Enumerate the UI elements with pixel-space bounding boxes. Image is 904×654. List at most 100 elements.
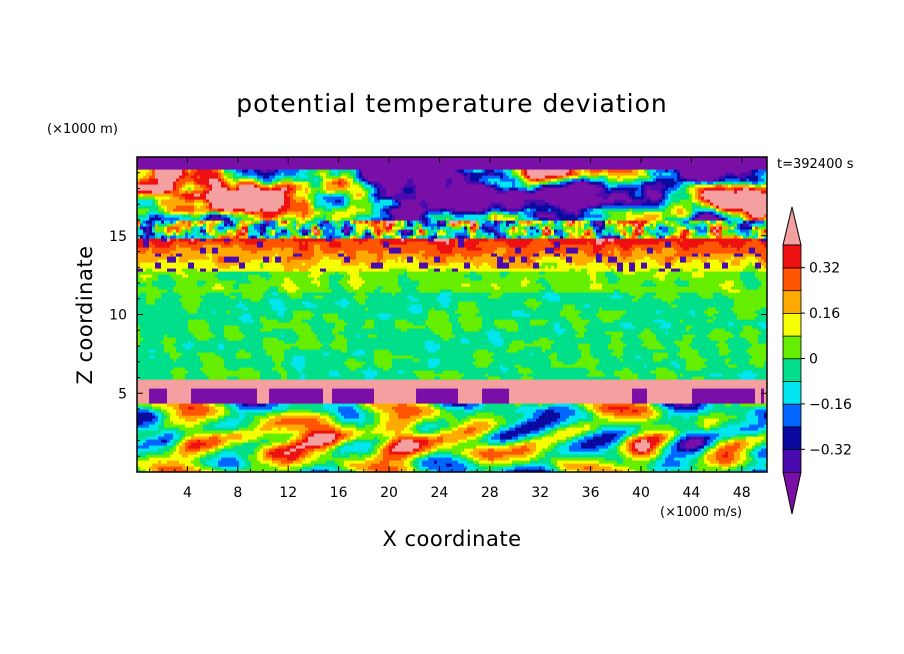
contour-cell [338, 253, 345, 257]
contour-cell [641, 265, 648, 269]
contour-cell [689, 463, 696, 467]
contour-cell [548, 208, 552, 212]
contour-cell [644, 256, 651, 260]
contour-cell [215, 235, 219, 239]
contour-cell [632, 436, 639, 440]
contour-cell [683, 184, 690, 188]
contour-cell [368, 250, 384, 254]
contour-cell [689, 229, 696, 233]
contour-cell [173, 358, 177, 362]
contour-cell [533, 187, 537, 191]
contour-cell [635, 442, 651, 446]
contour-cell [632, 454, 651, 458]
contour-cell [695, 184, 714, 188]
contour-cell [590, 181, 603, 185]
contour-cell [185, 175, 192, 179]
contour-cell [212, 238, 225, 242]
contour-cell [242, 319, 255, 323]
contour-cell [272, 367, 285, 371]
contour-cell [617, 247, 624, 251]
contour-cell [668, 301, 672, 305]
contour-cell [356, 211, 372, 215]
contour-cell [386, 229, 390, 233]
contour-cell [680, 349, 699, 353]
contour-cell [587, 235, 591, 239]
contour-cell [395, 445, 420, 449]
contour-cell [734, 235, 738, 239]
contour-cell [719, 460, 732, 464]
contour-cell [458, 238, 465, 242]
contour-cell [155, 223, 159, 227]
contour-cell [668, 271, 693, 275]
contour-cell [338, 271, 348, 275]
contour-cell [431, 454, 453, 458]
contour-cell [395, 214, 420, 218]
contour-cell [140, 220, 144, 224]
contour-cell [263, 175, 270, 179]
contour-cell [413, 178, 447, 182]
contour-cell [482, 388, 510, 392]
contour-cell [740, 421, 759, 425]
contour-cell [200, 445, 213, 449]
contour-cell [506, 250, 516, 254]
contour-cell [386, 226, 393, 230]
contour-cell [260, 232, 264, 236]
contour-cell [362, 454, 372, 458]
contour-cell [239, 421, 252, 425]
contour-cell [506, 421, 516, 425]
contour-cell [218, 409, 225, 413]
contour-cell [137, 346, 165, 350]
contour-cell [458, 244, 465, 248]
contour-cell [527, 235, 540, 239]
contour-cell [179, 244, 204, 248]
contour-cell [179, 175, 186, 179]
contour-cell [344, 229, 348, 233]
contour-cell [347, 337, 444, 341]
contour-cell [218, 445, 225, 449]
contour-cell [302, 211, 309, 215]
contour-cell [686, 208, 693, 212]
contour-cell [596, 238, 606, 242]
contour-cell [374, 220, 381, 224]
contour-cell [725, 442, 735, 446]
contour-cell [176, 184, 183, 188]
contour-cell [755, 274, 767, 278]
contour-cell [764, 463, 767, 467]
contour-cell [740, 331, 762, 335]
contour-cell [383, 286, 402, 290]
contour-cell [137, 301, 147, 305]
contour-cell [299, 457, 306, 461]
contour-cell [572, 442, 582, 446]
contour-cell [674, 433, 678, 437]
contour-cell [611, 250, 615, 254]
contour-cell [749, 220, 756, 224]
contour-cell [317, 337, 336, 341]
contour-cell [317, 334, 336, 338]
contour-cell [749, 229, 753, 233]
contour-cell [461, 451, 471, 455]
contour-cell [701, 205, 711, 209]
contour-cell [548, 181, 558, 185]
contour-cell [302, 451, 309, 455]
contour-cell [575, 181, 588, 185]
contour-cell [632, 397, 648, 401]
contour-cell [734, 229, 741, 233]
contour-cell [539, 187, 543, 191]
contour-cell [764, 181, 767, 185]
contour-cell [326, 418, 333, 422]
contour-cell [731, 286, 747, 290]
contour-cell [326, 184, 339, 188]
contour-cell [476, 226, 480, 230]
contour-cell [278, 463, 291, 467]
contour-cell [221, 211, 231, 215]
contour-cell [158, 418, 162, 422]
contour-cell [263, 451, 267, 455]
contour-cell [449, 301, 459, 305]
contour-cell [173, 406, 180, 410]
contour-cell [605, 178, 609, 182]
contour-cell [140, 226, 144, 230]
contour-cell [695, 226, 702, 230]
contour-cell [377, 235, 381, 239]
contour-cell [545, 469, 552, 472]
contour-cell [653, 319, 666, 323]
